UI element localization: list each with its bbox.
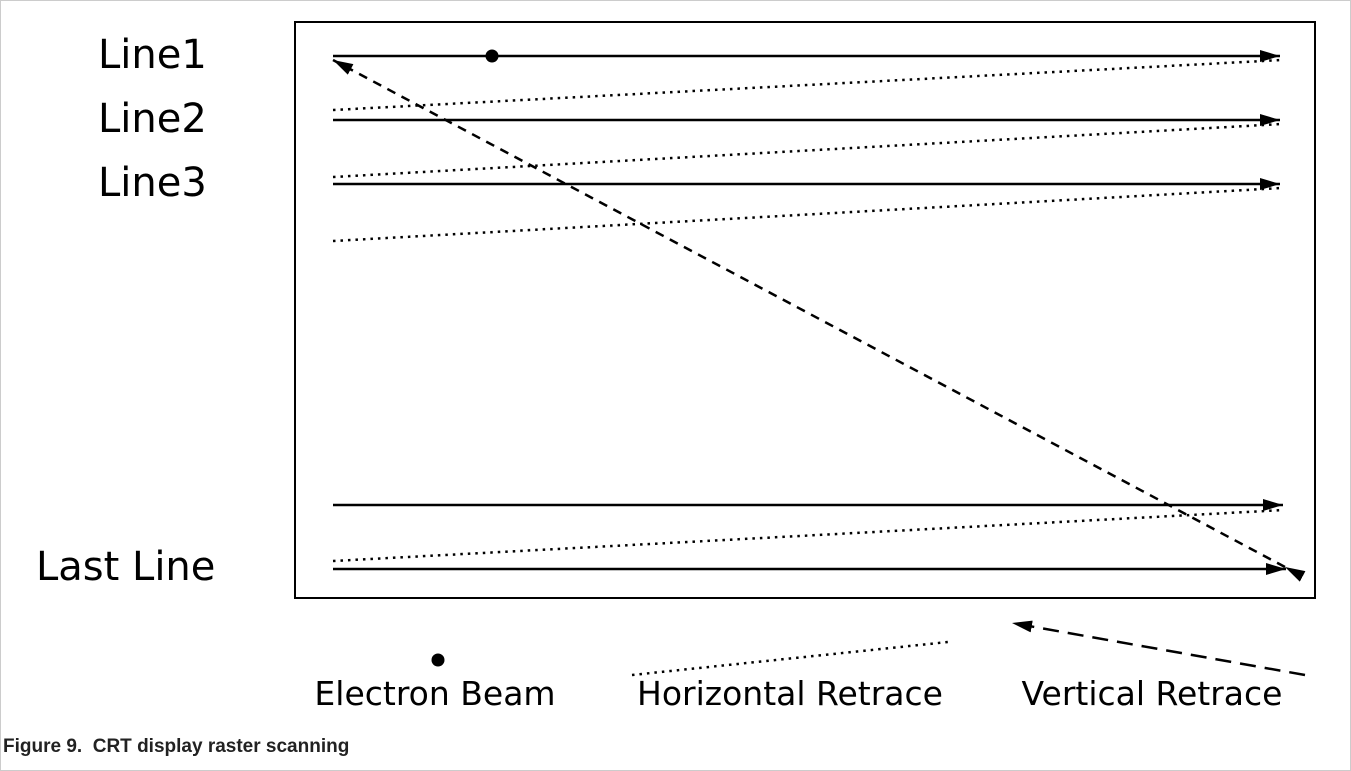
- legend-label: Horizontal Retrace: [637, 674, 943, 713]
- legend-dotted: [631, 640, 949, 677]
- line-label: Line2: [98, 96, 207, 142]
- legend-label: Vertical Retrace: [1022, 674, 1283, 713]
- line-label: Last Line: [36, 544, 215, 590]
- screen-box: [294, 21, 1316, 599]
- line-label: Line1: [98, 32, 207, 78]
- line-label: Line3: [98, 160, 207, 206]
- legend-dashed: [1011, 620, 1306, 677]
- electron-beam: [485, 49, 499, 63]
- legend-dot: [431, 653, 445, 667]
- vertical-retrace: [332, 58, 1306, 582]
- legend-label: Electron Beam: [314, 674, 555, 713]
- caption: Figure 9. CRT display raster scanning: [3, 736, 349, 757]
